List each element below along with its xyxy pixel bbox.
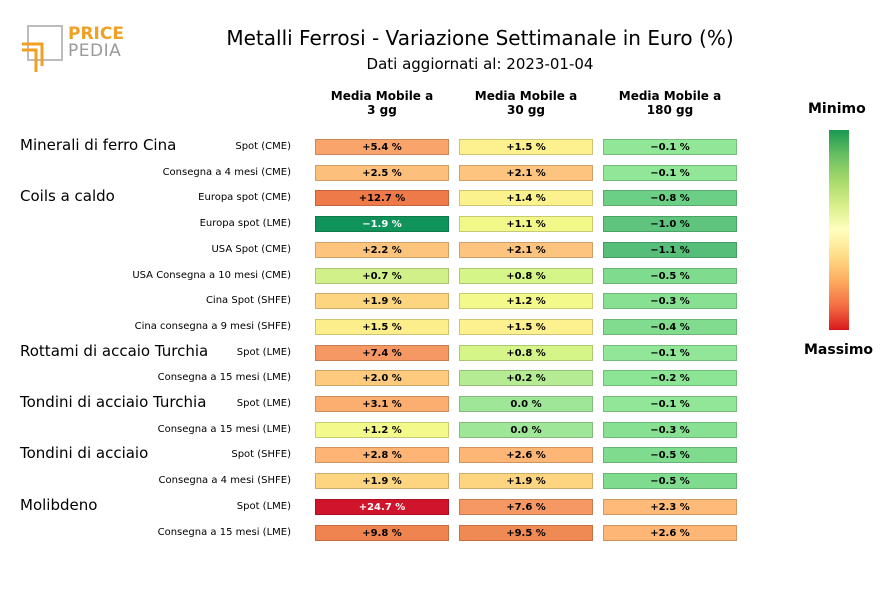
heatmap-cell: +0.8 % bbox=[459, 267, 593, 284]
heatmap-cell: +2.8 % bbox=[315, 447, 449, 464]
row-label: Cina consegna a 9 mesi (SHFE) bbox=[134, 320, 291, 332]
heatmap-cell: +1.4 % bbox=[459, 190, 593, 207]
heatmap-cell: +2.2 % bbox=[315, 241, 449, 258]
row-label: Consegna a 15 mesi (LME) bbox=[157, 372, 291, 384]
row-label: Spot (LME) bbox=[236, 398, 291, 409]
logo-mark-icon bbox=[22, 25, 63, 72]
row-label: Consegna a 15 mesi (LME) bbox=[157, 423, 291, 435]
heatmap-cell: +3.1 % bbox=[315, 396, 449, 412]
logo-word-price: PRICE bbox=[68, 24, 124, 44]
row-label: USA Spot (CME) bbox=[211, 243, 291, 255]
heatmap-cell: +1.2 % bbox=[459, 293, 593, 310]
heatmap-cell: +12.7 % bbox=[315, 190, 449, 207]
column-header-30gg: Media Mobile a 30 gg bbox=[456, 89, 596, 117]
heatmap-cell: −0.4 % bbox=[603, 318, 737, 335]
group-label: Rottami di accaio Turchia bbox=[20, 341, 209, 360]
logo-word-pedia: PEDIA bbox=[68, 41, 122, 61]
heatmap-cell: −0.1 % bbox=[603, 164, 737, 181]
heatmap-cell: +1.5 % bbox=[459, 139, 593, 155]
heatmap-cell: +0.8 % bbox=[459, 344, 593, 361]
heatmap-cell: +1.2 % bbox=[315, 421, 449, 438]
heatmap-cell: +0.7 % bbox=[315, 267, 449, 284]
group-label: Minerali di ferro Cina bbox=[20, 136, 177, 154]
heatmap-cell: +2.1 % bbox=[459, 241, 593, 258]
colorbar bbox=[829, 130, 849, 330]
row-label: Consegna a 4 mesi (CME) bbox=[162, 166, 291, 178]
row-label: Spot (LME) bbox=[236, 500, 291, 512]
heatmap-cell: +24.7 % bbox=[315, 498, 449, 515]
column-header-line2: 180 gg bbox=[646, 103, 694, 117]
heatmap-cell: −0.2 % bbox=[603, 370, 737, 387]
heatmap-cell: +5.4 % bbox=[315, 139, 449, 155]
heatmap-cell: +1.5 % bbox=[315, 318, 449, 335]
heatmap-cell: −0.1 % bbox=[603, 396, 737, 412]
heatmap-cell: +7.4 % bbox=[315, 344, 449, 361]
group-label: Molibdeno bbox=[20, 495, 98, 514]
colorbar-min-label: Minimo bbox=[808, 101, 866, 117]
heatmap-cell: −1.0 % bbox=[603, 216, 737, 233]
column-header-3gg: Media Mobile a 3 gg bbox=[312, 89, 452, 117]
group-label: Tondini di acciaio Turchia bbox=[20, 393, 207, 411]
heatmap-cell: −0.5 % bbox=[603, 473, 737, 490]
group-label: Tondini di acciaio bbox=[20, 444, 149, 463]
heatmap-cell: +1.5 % bbox=[459, 318, 593, 335]
heatmap-cell: +2.1 % bbox=[459, 164, 593, 181]
row-label: Cina Spot (SHFE) bbox=[205, 295, 291, 307]
logo-text: PRICE PEDIA bbox=[68, 26, 124, 60]
heatmap-cell: −0.3 % bbox=[603, 293, 737, 310]
heatmap-cell: +9.5 % bbox=[459, 524, 593, 541]
row-label: Spot (SHFE) bbox=[231, 449, 291, 461]
heatmap-cell: −0.1 % bbox=[603, 139, 737, 155]
chart-title: Metalli Ferrosi - Variazione Settimanale… bbox=[226, 26, 734, 50]
row-label: Spot (CME) bbox=[235, 141, 291, 152]
heatmap-cell: +2.6 % bbox=[459, 447, 593, 464]
heatmap-cell: +0.2 % bbox=[459, 370, 593, 387]
heatmap-cell: −1.9 % bbox=[315, 216, 449, 233]
row-label: Spot (LME) bbox=[236, 346, 291, 358]
column-header-line1: Media Mobile a bbox=[330, 89, 434, 103]
row-label: Consegna a 4 mesi (SHFE) bbox=[158, 475, 291, 487]
heatmap-cell: +1.9 % bbox=[459, 473, 593, 490]
pricepedia-logo bbox=[20, 24, 130, 74]
heatmap-cell: +2.6 % bbox=[603, 524, 737, 541]
heatmap-cell: 0.0 % bbox=[459, 421, 593, 438]
heatmap-cell: −0.1 % bbox=[603, 344, 737, 361]
column-header-line1: Media Mobile a bbox=[618, 89, 722, 103]
heatmap-cell: −0.3 % bbox=[603, 421, 737, 438]
heatmap-cell: +1.9 % bbox=[315, 293, 449, 310]
heatmap-cell: +2.5 % bbox=[315, 164, 449, 181]
row-label: Consegna a 15 mesi (LME) bbox=[157, 526, 291, 538]
column-header-line2: 3 gg bbox=[367, 103, 397, 117]
heatmap-cell: −1.1 % bbox=[603, 241, 737, 258]
heatmap-cell: +2.3 % bbox=[603, 498, 737, 515]
heatmap-cell: −0.5 % bbox=[603, 447, 737, 464]
heatmap-cell: +9.8 % bbox=[315, 524, 449, 541]
row-label: USA Consegna a 10 mesi (CME) bbox=[132, 269, 291, 281]
group-label: Coils a caldo bbox=[20, 187, 115, 206]
column-header-line2: 30 gg bbox=[506, 103, 546, 117]
heatmap-cell: +7.6 % bbox=[459, 498, 593, 515]
row-label: Europa spot (LME) bbox=[199, 218, 291, 230]
row-label: Europa spot (CME) bbox=[198, 192, 291, 204]
colorbar-max-label: Massimo bbox=[804, 342, 874, 358]
heatmap-cell: +2.0 % bbox=[315, 370, 449, 387]
heatmap-cell: −0.5 % bbox=[603, 267, 737, 284]
heatmap-cell: +1.1 % bbox=[459, 216, 593, 233]
heatmap-cell: 0.0 % bbox=[459, 396, 593, 412]
chart-subtitle: Dati aggiornati al: 2023-01-04 bbox=[366, 55, 594, 73]
column-header-180gg: Media Mobile a 180 gg bbox=[600, 89, 740, 117]
column-header-line1: Media Mobile a bbox=[474, 89, 578, 103]
heatmap-cell: +1.9 % bbox=[315, 473, 449, 490]
heatmap-cell: −0.8 % bbox=[603, 190, 737, 207]
